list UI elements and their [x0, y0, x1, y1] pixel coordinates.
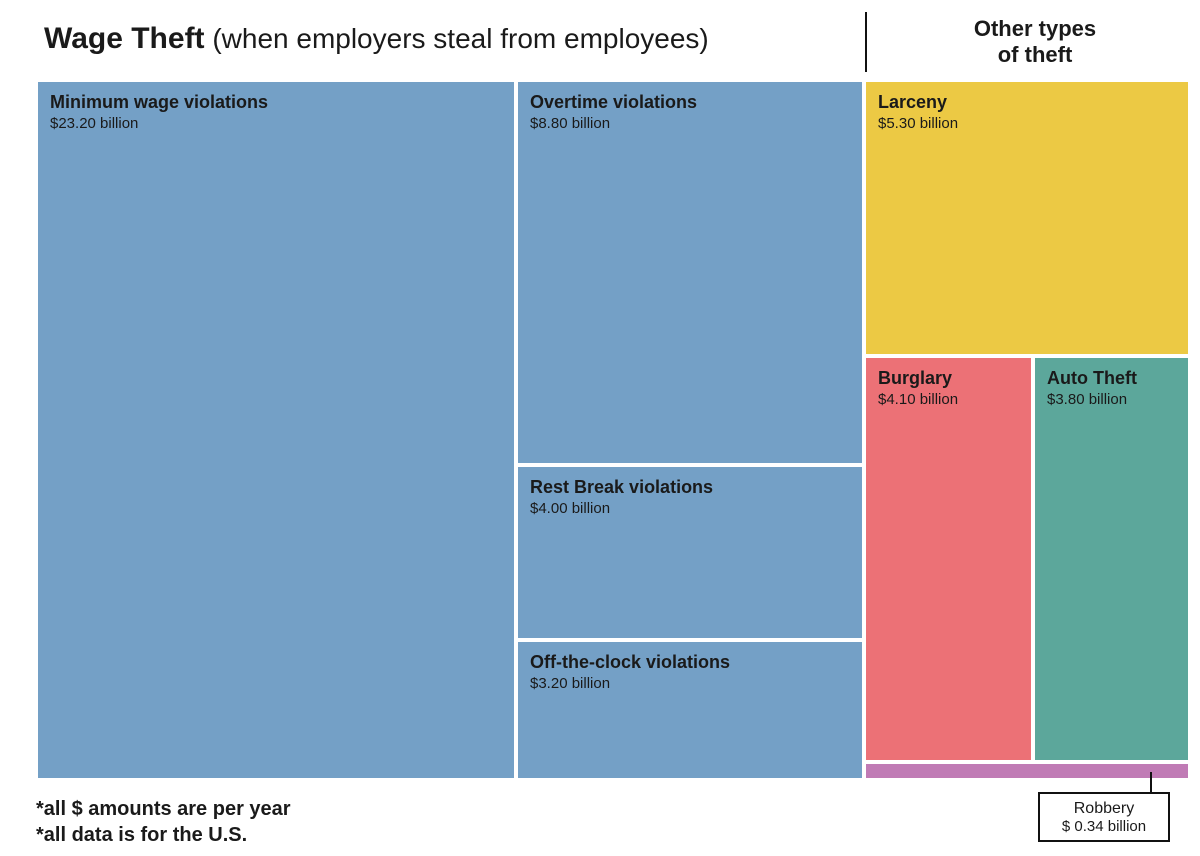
- tile-burglary-value: $4.10 billion: [878, 391, 1019, 408]
- tile-min-wage-value: $23.20 billion: [50, 115, 502, 132]
- tile-rest-break: Rest Break violations $4.00 billion: [516, 465, 864, 640]
- tile-rest-break-label: Rest Break violations: [530, 477, 850, 498]
- robbery-callout-label: Robbery: [1050, 800, 1158, 818]
- tile-min-wage: Minimum wage violations $23.20 billion: [36, 80, 516, 780]
- footnote-2: *all data is for the U.S.: [36, 824, 247, 847]
- robbery-callout-value: $ 0.34 billion: [1050, 818, 1158, 835]
- chart-canvas: Wage Theft (when employers steal from em…: [0, 0, 1200, 856]
- tile-overtime-value: $8.80 billion: [530, 115, 850, 132]
- tile-auto-theft-value: $3.80 billion: [1047, 391, 1176, 408]
- header-right-line1: Other types: [974, 16, 1096, 41]
- tile-overtime: Overtime violations $8.80 billion: [516, 80, 864, 465]
- tile-off-clock-value: $3.20 billion: [530, 675, 850, 692]
- tile-larceny: Larceny $5.30 billion: [864, 80, 1190, 356]
- header-other-theft: Other types of theft: [880, 16, 1190, 68]
- tile-auto-theft-label: Auto Theft: [1047, 368, 1176, 389]
- tile-burglary: Burglary $4.10 billion: [864, 356, 1033, 762]
- tile-larceny-label: Larceny: [878, 92, 1176, 113]
- header-left-bold: Wage Theft: [44, 22, 205, 55]
- header-wage-theft: Wage Theft (when employers steal from em…: [44, 22, 709, 56]
- header-left-sub: (when employers steal from employees): [205, 23, 709, 54]
- tile-min-wage-label: Minimum wage violations: [50, 92, 502, 113]
- footnote-1: *all $ amounts are per year: [36, 798, 291, 821]
- header-right-line2: of theft: [998, 42, 1073, 67]
- robbery-leader-line: [1150, 772, 1152, 792]
- header-divider: [865, 12, 867, 72]
- tile-robbery: [864, 762, 1190, 780]
- tile-burglary-label: Burglary: [878, 368, 1019, 389]
- tile-auto-theft: Auto Theft $3.80 billion: [1033, 356, 1190, 762]
- robbery-callout: Robbery $ 0.34 billion: [1038, 792, 1170, 842]
- tile-off-clock: Off-the-clock violations $3.20 billion: [516, 640, 864, 780]
- tile-overtime-label: Overtime violations: [530, 92, 850, 113]
- tile-off-clock-label: Off-the-clock violations: [530, 652, 850, 673]
- tile-rest-break-value: $4.00 billion: [530, 500, 850, 517]
- tile-larceny-value: $5.30 billion: [878, 115, 1176, 132]
